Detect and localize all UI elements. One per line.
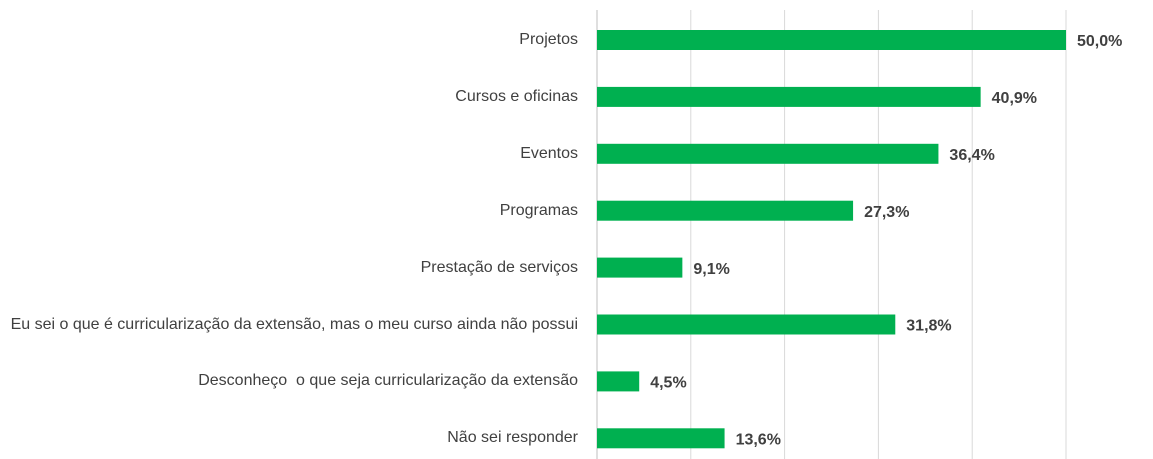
value-label: 13,6% [736, 432, 781, 449]
category-label: Desconheço o que seja curricularização d… [198, 372, 578, 390]
category-label: Não sei responder [447, 429, 578, 447]
category-label: Eu sei o que é curricularização da exten… [10, 315, 578, 333]
bar [597, 428, 725, 449]
value-label: 36,4% [949, 147, 994, 164]
bar [597, 30, 1066, 50]
category-label: Programas [499, 201, 578, 219]
value-label: 50,0% [1077, 33, 1122, 50]
value-label: 4,5% [650, 375, 686, 392]
value-label: 40,9% [992, 90, 1037, 107]
value-label: 31,8% [906, 318, 951, 335]
value-label: 27,3% [864, 204, 909, 221]
bar [597, 86, 981, 107]
bar [597, 371, 640, 392]
category-label: Projetos [519, 31, 578, 48]
bar [597, 143, 939, 164]
category-label: Prestação de serviços [420, 258, 578, 276]
bar [597, 257, 683, 278]
bar [597, 314, 896, 335]
category-label: Eventos [520, 144, 578, 162]
value-label: 9,1% [693, 261, 729, 278]
category-label: Cursos e oficinas [455, 87, 578, 105]
bar [597, 200, 854, 221]
